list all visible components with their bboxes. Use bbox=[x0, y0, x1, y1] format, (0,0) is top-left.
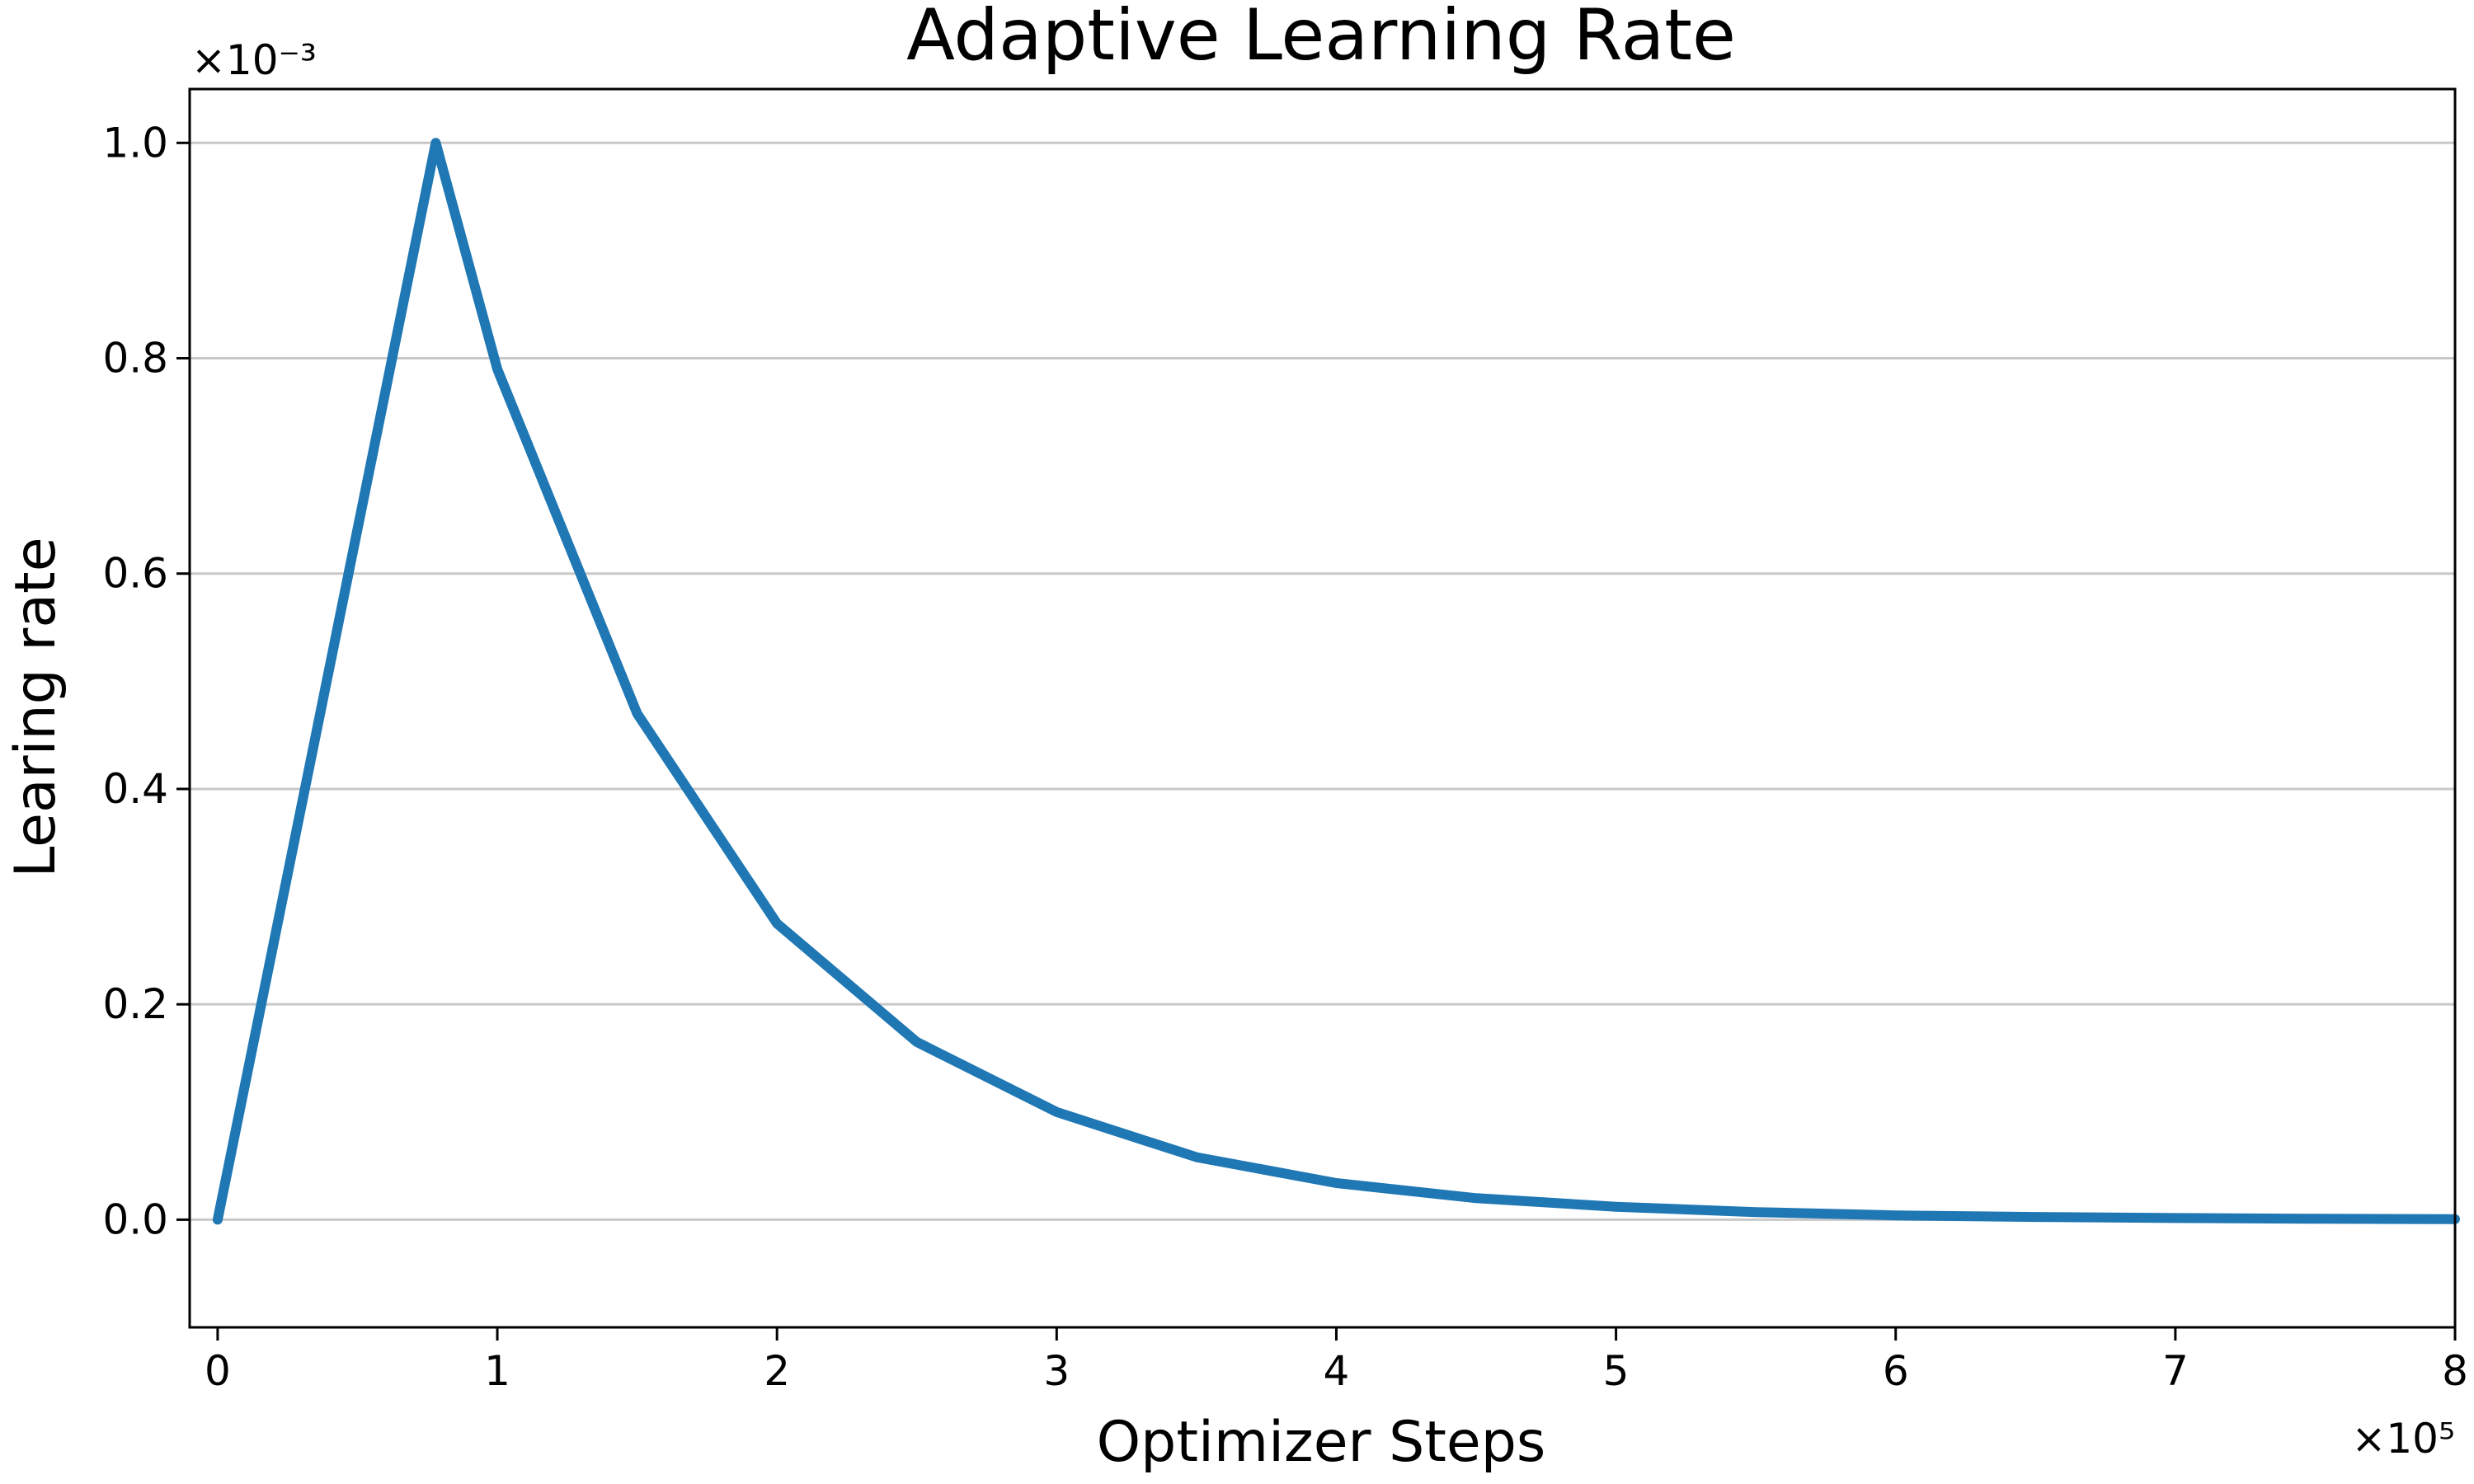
x-tick-label: 2 bbox=[764, 1347, 790, 1395]
plot-frame bbox=[188, 87, 2457, 1329]
y-axis-label: Learing rate bbox=[3, 537, 68, 877]
y-tick-label: 0.2 bbox=[102, 980, 168, 1028]
y-tick-label: 1.0 bbox=[102, 119, 168, 167]
y-axis-ticks: 0.0 0.2 0.4 0.6 0.8 1.0 bbox=[102, 119, 190, 1243]
x-tick-label: 3 bbox=[1043, 1347, 1070, 1395]
y-tick-label: 0.4 bbox=[102, 765, 168, 813]
x-offset-label: ×10⁵ bbox=[2351, 1415, 2455, 1463]
y-tick-label: 0.6 bbox=[102, 550, 168, 598]
x-axis-label: Optimizer Steps bbox=[1097, 1410, 1546, 1475]
y-tick-label: 0.8 bbox=[102, 335, 168, 383]
y-tick-label: 0.0 bbox=[102, 1195, 168, 1243]
chart-title: Adaptive Learning Rate bbox=[906, 0, 1736, 77]
x-tick-label: 0 bbox=[205, 1347, 231, 1395]
x-axis-ticks: 0 1 2 3 4 5 6 7 8 bbox=[205, 1327, 2468, 1395]
y-offset-label: ×10⁻³ bbox=[191, 36, 317, 84]
series-layer bbox=[212, 138, 2460, 1225]
x-tick-label: 8 bbox=[2442, 1347, 2468, 1395]
x-tick-label: 4 bbox=[1324, 1347, 1350, 1395]
x-tick-label: 1 bbox=[484, 1347, 510, 1395]
grid-lines bbox=[190, 141, 2455, 1221]
x-tick-label: 6 bbox=[1883, 1347, 1909, 1395]
x-tick-label: 7 bbox=[2162, 1347, 2189, 1395]
x-tick-label: 5 bbox=[1603, 1347, 1630, 1395]
learning-rate-series-line bbox=[212, 138, 2460, 1225]
